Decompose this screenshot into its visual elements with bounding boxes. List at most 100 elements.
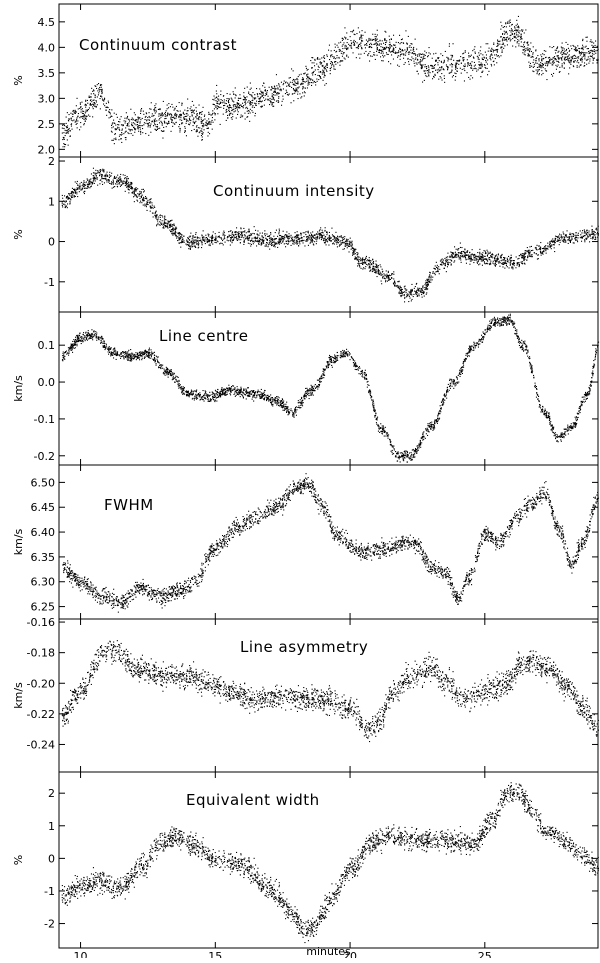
data-point [184, 114, 185, 115]
data-point [479, 61, 480, 62]
data-point [401, 295, 402, 296]
data-point [512, 24, 513, 25]
data-point [522, 257, 523, 258]
data-point [478, 69, 479, 70]
data-point [545, 248, 546, 249]
data-point [254, 98, 255, 99]
data-point [132, 125, 133, 126]
data-point [413, 61, 414, 62]
data-point [231, 110, 232, 111]
data-point [301, 235, 302, 236]
data-point [382, 51, 383, 52]
data-point [131, 119, 132, 120]
data-point [378, 269, 379, 270]
data-point [76, 124, 77, 125]
data-point [533, 67, 534, 68]
data-point [103, 170, 104, 171]
data-point [331, 65, 332, 66]
data-point [489, 48, 490, 49]
data-point [296, 89, 297, 90]
data-point [292, 239, 293, 240]
data-point [179, 235, 180, 236]
data-point [267, 243, 268, 244]
data-point [426, 287, 427, 288]
data-point [301, 96, 302, 97]
data-point [508, 256, 509, 257]
data-point [569, 54, 570, 55]
data-point [125, 132, 126, 133]
data-point [357, 253, 358, 254]
data-point [479, 252, 480, 253]
data-point [255, 103, 256, 104]
data-point [102, 92, 103, 93]
data-point [345, 59, 346, 60]
data-point [513, 264, 514, 265]
data-point [596, 233, 597, 234]
data-point [533, 46, 534, 47]
data-point [192, 242, 193, 243]
data-point [328, 50, 329, 51]
data-point [244, 99, 245, 100]
data-point [226, 109, 227, 110]
data-point [208, 245, 209, 246]
data-point [72, 191, 73, 192]
data-point [64, 146, 65, 147]
data-point [330, 70, 331, 71]
data-point [206, 237, 207, 238]
data-point [549, 57, 550, 58]
data-point [287, 83, 288, 84]
data-point [76, 119, 77, 120]
data-point [562, 54, 563, 55]
data-point [578, 62, 579, 63]
data-point [337, 236, 338, 237]
data-point [594, 51, 595, 52]
data-point [259, 100, 260, 101]
data-point [160, 108, 161, 109]
data-point [385, 281, 386, 282]
data-point [332, 64, 333, 65]
data-point [362, 259, 363, 260]
data-point [273, 99, 274, 100]
data-point [469, 65, 470, 66]
data-point [552, 47, 553, 48]
data-point [568, 60, 569, 61]
data-point [347, 243, 348, 244]
data-point [218, 99, 219, 100]
data-point [308, 236, 309, 237]
data-point [454, 73, 455, 74]
data-point [108, 111, 109, 112]
data-point [103, 101, 104, 102]
data-point [588, 48, 589, 49]
data-point [586, 46, 587, 47]
data-point [569, 51, 570, 52]
data-point [212, 113, 213, 114]
data-point [445, 263, 446, 264]
data-point [484, 65, 485, 66]
data-point [306, 231, 307, 232]
data-point [180, 119, 181, 120]
data-point [432, 279, 433, 280]
data-point [189, 116, 190, 117]
data-point [441, 262, 442, 263]
data-point [167, 105, 168, 106]
data-point [491, 65, 492, 66]
data-point [373, 266, 374, 267]
data-point [580, 59, 581, 60]
data-point [426, 285, 427, 286]
data-point [407, 47, 408, 48]
data-point [336, 238, 337, 239]
data-point [171, 104, 172, 105]
data-point [283, 84, 284, 85]
data-point [192, 114, 193, 115]
data-point [349, 45, 350, 46]
data-point [124, 178, 125, 179]
data-point [75, 193, 76, 194]
data-point [489, 264, 490, 265]
data-point [388, 61, 389, 62]
data-point [517, 34, 518, 35]
data-point [400, 295, 401, 296]
data-point [259, 93, 260, 94]
data-point [77, 123, 78, 124]
data-point [592, 51, 593, 52]
data-point [400, 56, 401, 57]
